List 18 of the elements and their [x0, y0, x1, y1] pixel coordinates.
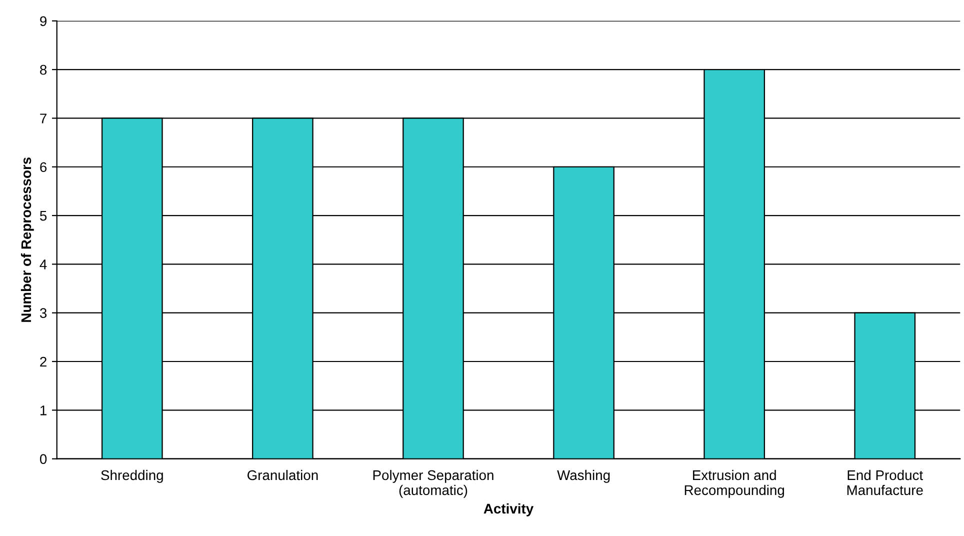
y-tick-label: 2	[40, 356, 46, 367]
y-tick-label: 9	[40, 16, 46, 26]
y-tick-label: 7	[40, 114, 46, 124]
x-tick-label: Washing	[557, 470, 610, 483]
x-tick-label: Extrusion and Recompounding	[684, 470, 784, 498]
x-tick-label: Polymer Separation (automatic)	[373, 470, 494, 498]
y-tick-label: 1	[40, 406, 46, 416]
y-tick-label: 8	[40, 64, 47, 75]
y-tick-label: 6	[40, 162, 47, 172]
y-tick-label: 3	[40, 308, 47, 318]
x-tick-label: End Product Manufacture	[847, 470, 923, 496]
y-tick-label: 4	[40, 260, 47, 270]
y-tick-label: 5	[40, 211, 47, 221]
x-axis-title: Activity	[484, 503, 534, 516]
y-tick-label: 0	[40, 454, 47, 464]
x-tick-label: Shredding	[101, 470, 163, 483]
x-tick-label: Granulation	[247, 470, 318, 480]
y-axis-title: Number of Reprocessors	[20, 157, 34, 322]
